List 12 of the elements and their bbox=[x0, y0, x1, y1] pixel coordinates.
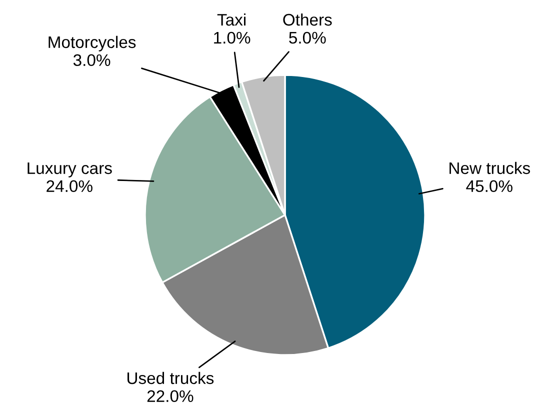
slice-label: Taxi bbox=[217, 13, 246, 26]
slice-label: Others bbox=[283, 13, 332, 26]
data-label: 45.0% bbox=[466, 180, 512, 192]
data-label: 22.0% bbox=[147, 390, 194, 402]
data-label: 5.0% bbox=[289, 32, 326, 44]
slice-label: Luxury cars bbox=[28, 162, 112, 178]
slice-label: Used trucks bbox=[127, 372, 214, 384]
data-label: 3.0% bbox=[73, 54, 110, 66]
data-label: 1.0% bbox=[214, 32, 250, 44]
slice-label: Motorcycles bbox=[48, 36, 136, 52]
data-label: 24.0% bbox=[46, 180, 92, 192]
slice-label: New trucks bbox=[450, 162, 530, 174]
